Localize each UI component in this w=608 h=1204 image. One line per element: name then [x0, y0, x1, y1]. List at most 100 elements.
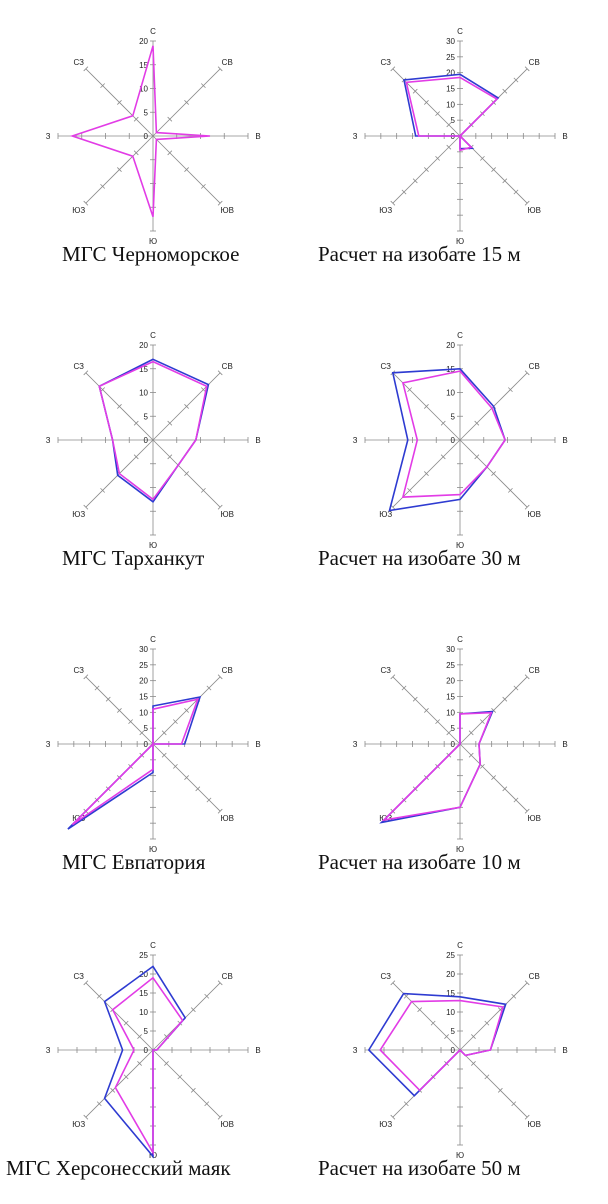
tick-label: 15: [446, 989, 455, 998]
axis-tick: [484, 1074, 490, 1080]
axis-tick: [502, 696, 508, 702]
chart-caption: Расчет на изобате 30 м: [318, 546, 521, 570]
axis-tick: [83, 370, 89, 376]
direction-label: ЮЗ: [72, 206, 85, 215]
tick-label: 10: [446, 389, 455, 398]
axis-tick: [407, 487, 413, 493]
axis-tick: [513, 77, 519, 83]
axis-tick: [390, 674, 396, 680]
axis-tick: [100, 83, 106, 89]
axis-tick: [217, 1114, 223, 1120]
axis-tick: [430, 1020, 436, 1026]
direction-label: З: [353, 436, 358, 445]
axis-tick: [123, 1020, 129, 1026]
axis-tick: [412, 88, 418, 94]
tick-label: 30: [446, 37, 455, 46]
direction-label: Ю: [456, 237, 464, 246]
tick-label: 25: [139, 661, 148, 670]
axis-tick: [390, 1114, 396, 1120]
axis-tick: [117, 167, 122, 172]
tick-label: 0: [144, 436, 149, 445]
axis-tick: [471, 1034, 476, 1039]
tick-label: 25: [446, 661, 455, 670]
axis-tick: [110, 1087, 116, 1093]
direction-label: Ю: [149, 237, 157, 246]
direction-label: СВ: [529, 972, 540, 981]
axis-tick: [167, 150, 173, 156]
axis-tick: [96, 1101, 102, 1107]
axis-tick: [491, 471, 496, 476]
tick-label: 0: [451, 436, 456, 445]
axis-tick: [83, 66, 89, 72]
axis-tick: [412, 178, 418, 184]
axis-tick: [497, 1087, 503, 1093]
axis-line: [152, 982, 221, 1051]
axis-tick: [184, 708, 189, 713]
axis-tick: [479, 719, 485, 725]
axis-tick: [167, 116, 173, 122]
direction-label: СВ: [222, 58, 233, 67]
tick-label: 25: [446, 951, 455, 960]
tick-label: 5: [451, 412, 456, 421]
axis-tick: [161, 752, 167, 758]
chart-caption: МГС Черноморское: [62, 242, 240, 266]
direction-label: В: [255, 436, 260, 445]
tick-label: 20: [139, 970, 148, 979]
direction-label: З: [46, 436, 51, 445]
direction-label: З: [46, 132, 51, 141]
axis-tick: [446, 730, 452, 736]
tick-label: 25: [139, 951, 148, 960]
direction-label: Ю: [456, 845, 464, 854]
axis-tick: [100, 487, 106, 493]
axis-tick: [424, 100, 429, 105]
axis-tick: [435, 155, 441, 161]
direction-label: ЮВ: [221, 510, 234, 519]
axis-tick: [424, 708, 429, 713]
direction-label: ЮВ: [528, 510, 541, 519]
tick-label: 0: [144, 132, 149, 141]
tick-label: 10: [139, 708, 148, 717]
axis-tick: [200, 183, 206, 189]
direction-label: С: [457, 941, 463, 950]
axis-line: [85, 1049, 154, 1118]
tick-label: 5: [144, 1027, 149, 1036]
tick-label: 20: [446, 677, 455, 686]
axis-tick: [105, 696, 111, 702]
axis-tick: [167, 420, 173, 426]
axis-tick: [524, 370, 530, 376]
tick-label: 15: [446, 85, 455, 94]
axis-tick: [524, 66, 530, 72]
series-line: [379, 999, 505, 1092]
axis-tick: [403, 993, 409, 999]
axis-tick: [524, 808, 530, 814]
direction-label: СЗ: [380, 58, 391, 67]
direction-label: В: [562, 740, 567, 749]
axis-line: [152, 1049, 221, 1118]
axis-tick: [468, 730, 474, 736]
direction-label: Ю: [149, 541, 157, 550]
tick-label: 5: [144, 412, 149, 421]
direction-label: СЗ: [380, 666, 391, 675]
axis-tick: [511, 993, 517, 999]
axis-tick: [184, 775, 189, 780]
axis-tick: [83, 980, 89, 986]
chart-caption: Расчет на изобате 10 м: [318, 850, 521, 874]
axis-tick: [184, 404, 189, 409]
direction-label: ЮВ: [221, 814, 234, 823]
direction-label: ЮВ: [221, 1120, 234, 1129]
axis-tick: [184, 167, 189, 172]
direction-label: В: [562, 436, 567, 445]
axis-tick: [417, 1007, 423, 1013]
axis-tick: [206, 685, 212, 691]
axis-tick: [401, 189, 407, 195]
direction-label: В: [255, 740, 260, 749]
tick-label: 30: [139, 645, 148, 654]
axis-tick: [440, 454, 446, 460]
direction-label: Ю: [149, 845, 157, 854]
axis-tick: [123, 1074, 129, 1080]
tick-label: 20: [139, 37, 148, 46]
axis-tick: [507, 387, 513, 393]
